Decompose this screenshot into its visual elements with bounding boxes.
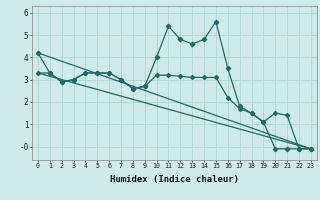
X-axis label: Humidex (Indice chaleur): Humidex (Indice chaleur) — [110, 175, 239, 184]
